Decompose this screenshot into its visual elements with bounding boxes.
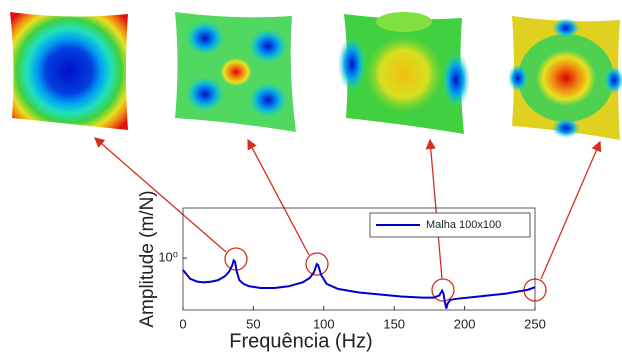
mode-shape-2: [175, 12, 296, 132]
chart: Frequência (Hz) Amplitude (m/N) 0 50 100 15…: [0, 0, 622, 353]
x-axis-label: Frequência (Hz): [229, 330, 372, 352]
y-axis-label: Amplitude (m/N): [137, 190, 158, 327]
x-tick-label: 100: [313, 316, 335, 331]
x-tick-label: 150: [383, 316, 405, 331]
x-tick-label: 50: [246, 316, 260, 331]
legend-label: Malha 100x100: [426, 219, 501, 231]
x-tick-label: 200: [454, 316, 476, 331]
mode-shape-1: [10, 12, 128, 130]
x-tick-label: 250: [524, 316, 546, 331]
mode-shape-4: [508, 16, 622, 140]
series-line: [183, 260, 535, 308]
mode-shape-3: [338, 12, 470, 134]
y-tick-label: 10⁰: [158, 250, 178, 265]
x-tick-label: 0: [179, 316, 186, 331]
page: Frequência (Hz) Amplitude (m/N) 0 50 100 15…: [0, 0, 622, 353]
